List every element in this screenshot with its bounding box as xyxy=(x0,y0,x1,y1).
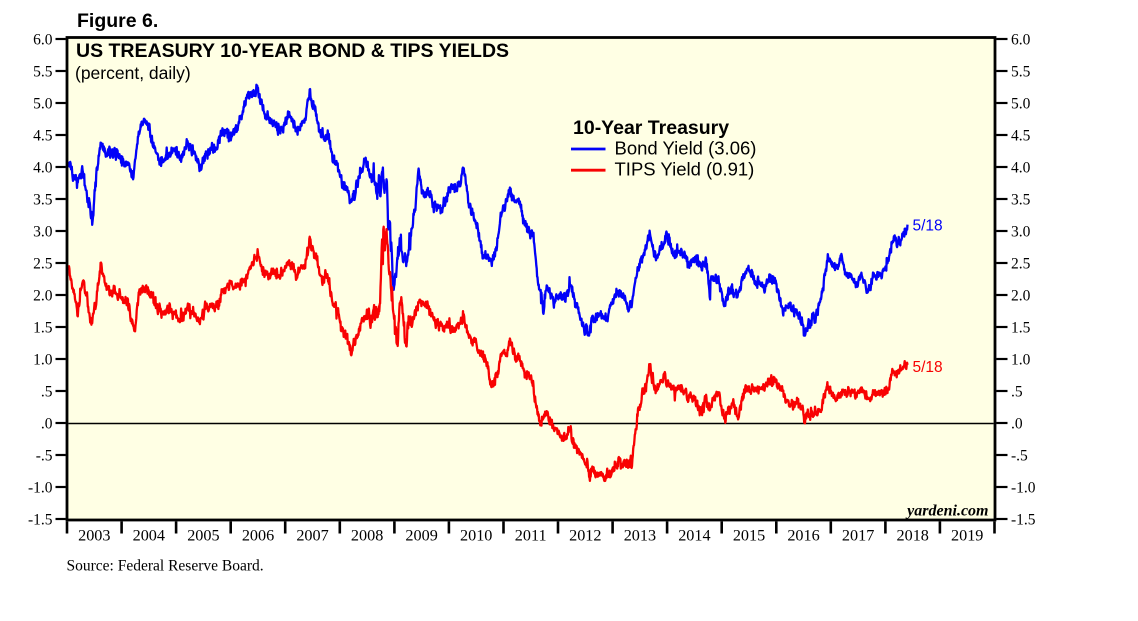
svg-text:5.5: 5.5 xyxy=(33,63,53,80)
svg-text:3.5: 3.5 xyxy=(33,191,53,208)
svg-text:yardeni.com: yardeni.com xyxy=(905,503,988,520)
svg-text:(percent, daily): (percent, daily) xyxy=(75,63,191,83)
svg-text:2.5: 2.5 xyxy=(1011,255,1031,272)
svg-text:4.5: 4.5 xyxy=(33,127,53,144)
svg-text:2012: 2012 xyxy=(569,527,601,545)
svg-text:1.0: 1.0 xyxy=(33,351,53,368)
svg-text:4.0: 4.0 xyxy=(1011,159,1031,176)
svg-text:.0: .0 xyxy=(1011,415,1023,432)
svg-text:5.5: 5.5 xyxy=(1011,63,1031,80)
svg-text:2008: 2008 xyxy=(351,527,383,545)
svg-text:3.0: 3.0 xyxy=(1011,223,1031,240)
svg-text:-1.0: -1.0 xyxy=(1011,479,1036,496)
svg-text:2015: 2015 xyxy=(733,527,765,545)
svg-text:2009: 2009 xyxy=(405,527,437,545)
svg-text:5/18: 5/18 xyxy=(913,218,943,235)
svg-text:TIPS Yield (0.91): TIPS Yield (0.91) xyxy=(615,159,755,180)
svg-text:2010: 2010 xyxy=(460,527,492,545)
svg-text:2006: 2006 xyxy=(242,527,274,545)
svg-text:2013: 2013 xyxy=(624,527,656,545)
svg-text:5.0: 5.0 xyxy=(33,95,53,112)
svg-text:2016: 2016 xyxy=(787,527,819,545)
svg-text:1.0: 1.0 xyxy=(1011,351,1031,368)
svg-text:6.0: 6.0 xyxy=(33,31,53,48)
svg-text:US TREASURY 10-YEAR BOND & TIP: US TREASURY 10-YEAR BOND & TIPS YIELDS xyxy=(76,40,509,62)
svg-text:2.0: 2.0 xyxy=(1011,287,1031,304)
svg-text:Source: Federal Reserve Board.: Source: Federal Reserve Board. xyxy=(67,558,264,575)
svg-text:2007: 2007 xyxy=(296,527,328,545)
svg-text:-1.5: -1.5 xyxy=(28,511,53,528)
svg-text:2003: 2003 xyxy=(78,527,110,545)
svg-text:6.0: 6.0 xyxy=(1011,31,1031,48)
svg-text:2019: 2019 xyxy=(951,527,983,545)
svg-text:2017: 2017 xyxy=(842,527,874,545)
svg-text:.5: .5 xyxy=(41,383,53,400)
svg-text:2.0: 2.0 xyxy=(33,287,53,304)
svg-text:4.0: 4.0 xyxy=(33,159,53,176)
svg-text:-.5: -.5 xyxy=(36,447,53,464)
svg-text:-1.0: -1.0 xyxy=(28,479,53,496)
svg-text:2005: 2005 xyxy=(187,527,219,545)
svg-text:3.5: 3.5 xyxy=(1011,191,1031,208)
svg-text:-.5: -.5 xyxy=(1011,447,1028,464)
svg-text:10-Year Treasury: 10-Year Treasury xyxy=(573,117,729,139)
svg-text:2.5: 2.5 xyxy=(33,255,53,272)
svg-text:1.5: 1.5 xyxy=(33,319,53,336)
svg-text:.0: .0 xyxy=(41,415,53,432)
svg-text:5.0: 5.0 xyxy=(1011,95,1031,112)
svg-text:5/18: 5/18 xyxy=(913,359,943,376)
svg-text:Figure 6.: Figure 6. xyxy=(77,10,158,32)
svg-text:3.0: 3.0 xyxy=(33,223,53,240)
svg-text:1.5: 1.5 xyxy=(1011,319,1031,336)
svg-text:.5: .5 xyxy=(1011,383,1023,400)
svg-text:2004: 2004 xyxy=(133,527,165,545)
svg-text:2018: 2018 xyxy=(897,527,929,545)
svg-text:-1.5: -1.5 xyxy=(1011,511,1036,528)
svg-text:2011: 2011 xyxy=(515,527,547,545)
svg-text:4.5: 4.5 xyxy=(1011,127,1031,144)
svg-text:Bond Yield (3.06): Bond Yield (3.06) xyxy=(615,138,757,159)
svg-text:2014: 2014 xyxy=(678,527,710,545)
